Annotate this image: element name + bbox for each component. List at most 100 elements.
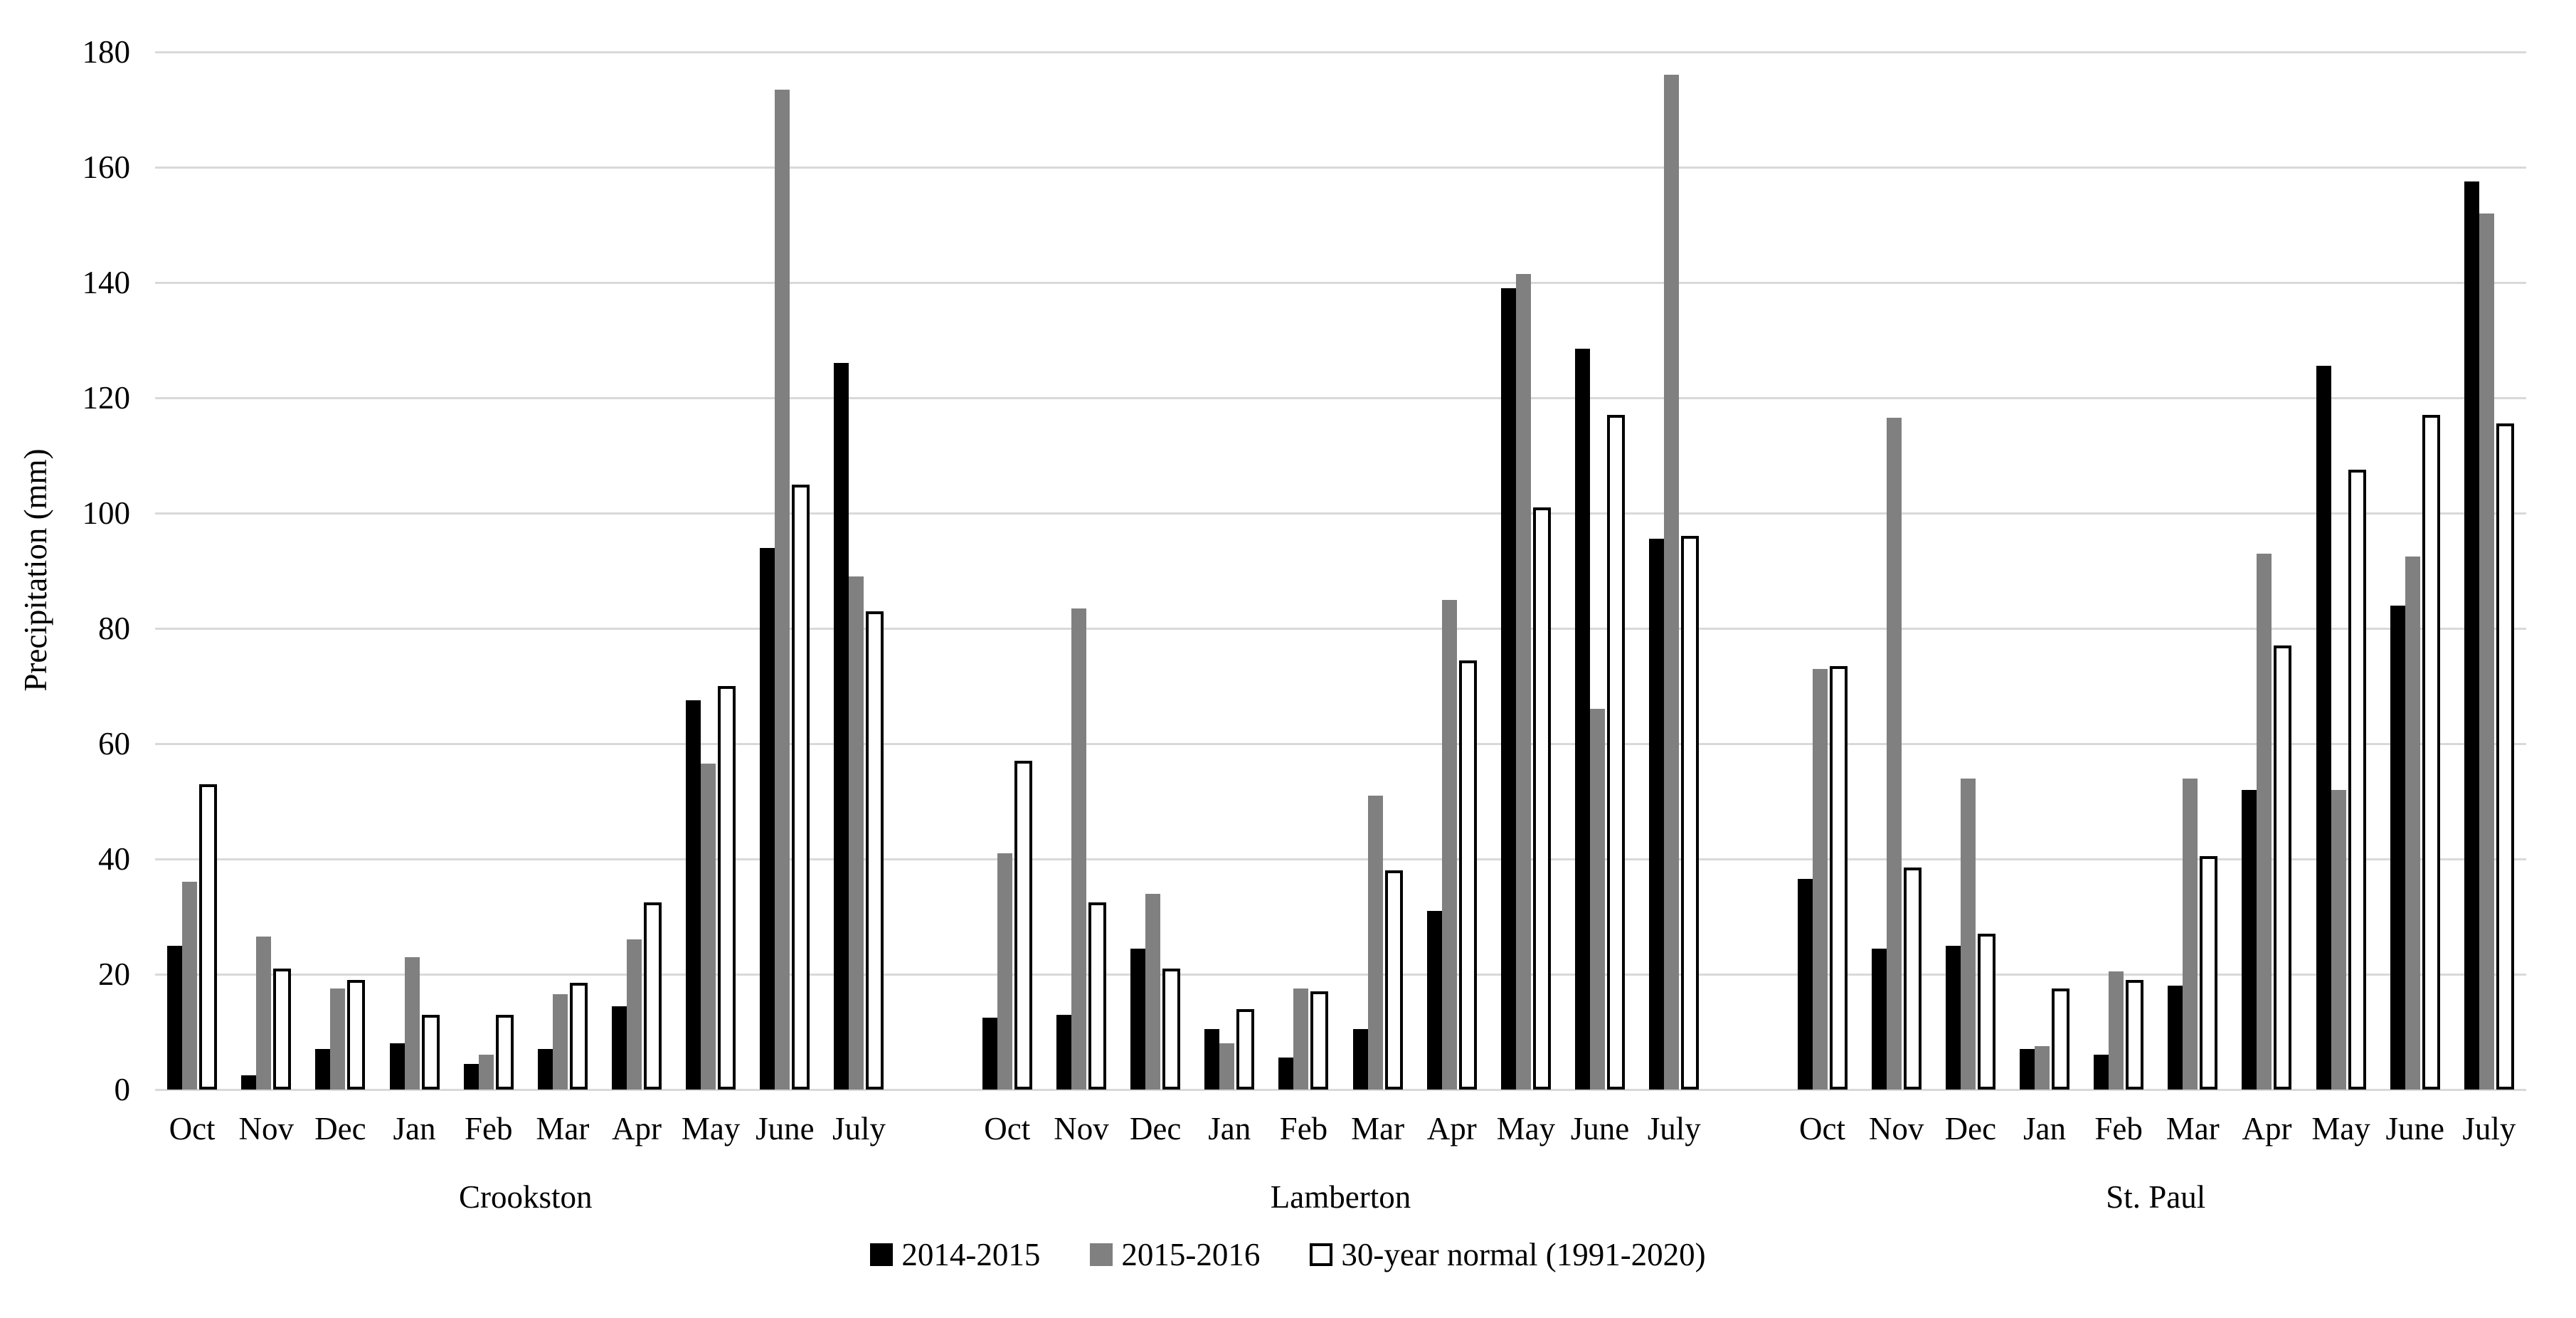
month-label-lamberton-dec: Dec — [1129, 1111, 1182, 1146]
y-tick-label-20: 20 — [98, 956, 130, 992]
y-tick-label-180: 180 — [82, 34, 131, 70]
bar-crookston-feb-2015-2016 — [478, 1055, 494, 1090]
legend-label-2014-2015: 2014-2015 — [901, 1237, 1041, 1272]
month-label-st-paul-nov: Nov — [1868, 1111, 1924, 1146]
bar-st-paul-oct-30-year-normal-1991-2020- — [1829, 665, 1848, 1090]
bar-st-paul-nov-2015-2016 — [1886, 418, 1902, 1090]
y-tick-label-120: 120 — [82, 380, 131, 416]
month-label-st-paul-may: May — [2311, 1111, 2370, 1146]
bar-crookston-may-2015-2016 — [701, 764, 716, 1090]
y-tick-label-80: 80 — [98, 611, 130, 646]
bar-st-paul-may-2015-2016 — [2331, 789, 2346, 1090]
bar-lamberton-june-2015-2016 — [1590, 709, 1606, 1090]
bar-lamberton-nov-30-year-normal-1991-2020- — [1088, 902, 1106, 1090]
bar-crookston-feb-2014-2015 — [463, 1063, 479, 1090]
bar-lamberton-jan-2015-2016 — [1219, 1043, 1235, 1090]
location-label-lamberton: Lamberton — [1270, 1179, 1411, 1215]
month-label-crookston-may: May — [681, 1111, 741, 1146]
gridline-40 — [155, 858, 2526, 860]
bar-crookston-oct-30-year-normal-1991-2020- — [199, 784, 218, 1090]
bar-lamberton-may-2014-2015 — [1500, 288, 1516, 1090]
bar-lamberton-mar-2014-2015 — [1352, 1028, 1368, 1090]
bar-crookston-oct-2015-2016 — [182, 882, 198, 1090]
bar-st-paul-feb-2014-2015 — [2094, 1055, 2109, 1090]
bar-crookston-dec-30-year-normal-1991-2020- — [347, 980, 366, 1090]
month-label-crookston-july: July — [832, 1111, 886, 1146]
month-label-st-paul-june: June — [2385, 1111, 2445, 1146]
bar-lamberton-july-2014-2015 — [1649, 539, 1665, 1090]
month-label-lamberton-may: May — [1496, 1111, 1556, 1146]
bar-st-paul-july-2015-2016 — [2479, 213, 2494, 1090]
bar-st-paul-june-2015-2016 — [2405, 556, 2420, 1090]
legend-swatch-30-year-normal — [1310, 1243, 1333, 1266]
bar-crookston-may-2014-2015 — [686, 700, 701, 1090]
bar-crookston-july-30-year-normal-1991-2020- — [866, 611, 884, 1090]
bar-crookston-apr-2014-2015 — [612, 1006, 627, 1090]
month-label-st-paul-july: July — [2462, 1111, 2516, 1146]
bar-lamberton-apr-2015-2016 — [1441, 599, 1457, 1090]
bar-lamberton-may-2015-2016 — [1515, 273, 1531, 1090]
bar-st-paul-feb-2015-2016 — [2109, 971, 2124, 1090]
bar-lamberton-july-2015-2016 — [1664, 75, 1680, 1090]
bar-st-paul-dec-2014-2015 — [1945, 945, 1961, 1090]
bar-crookston-jan-2015-2016 — [404, 956, 420, 1090]
month-label-lamberton-july: July — [1647, 1111, 1701, 1146]
bar-crookston-nov-30-year-normal-1991-2020- — [273, 968, 292, 1090]
bar-lamberton-june-30-year-normal-1991-2020- — [1607, 415, 1626, 1090]
bar-lamberton-july-30-year-normal-1991-2020- — [1681, 536, 1700, 1090]
legend-item-2015-2016: 2015-2016 — [1090, 1237, 1260, 1272]
month-label-st-paul-apr: Apr — [2242, 1111, 2292, 1146]
bar-crookston-june-30-year-normal-1991-2020- — [792, 484, 810, 1090]
bar-lamberton-apr-30-year-normal-1991-2020- — [1458, 660, 1477, 1090]
month-label-lamberton-feb: Feb — [1279, 1111, 1328, 1146]
plot-area — [155, 51, 2526, 1091]
month-label-crookston-nov: Nov — [238, 1111, 294, 1146]
y-tick-label-0: 0 — [114, 1072, 131, 1107]
bar-st-paul-feb-30-year-normal-1991-2020- — [2126, 980, 2144, 1090]
month-label-crookston-june: June — [756, 1111, 815, 1146]
month-label-st-paul-oct: Oct — [1799, 1111, 1845, 1146]
bar-crookston-june-2015-2016 — [775, 89, 790, 1090]
month-label-lamberton-jan: Jan — [1208, 1111, 1251, 1146]
y-tick-label-40: 40 — [98, 841, 130, 877]
bar-st-paul-dec-2015-2016 — [1960, 778, 1976, 1090]
bar-lamberton-dec-2014-2015 — [1130, 948, 1146, 1090]
gridline-0 — [155, 1088, 2526, 1091]
bar-st-paul-oct-2014-2015 — [1797, 879, 1813, 1090]
month-label-crookston-mar: Mar — [536, 1111, 590, 1146]
gridline-100 — [155, 512, 2526, 515]
y-tick-label-140: 140 — [82, 265, 131, 300]
y-tick-label-160: 160 — [82, 149, 131, 185]
month-label-crookston-dec: Dec — [314, 1111, 366, 1146]
bar-lamberton-jan-2014-2015 — [1204, 1028, 1220, 1090]
bar-st-paul-apr-2015-2016 — [2257, 553, 2272, 1090]
bar-crookston-mar-2014-2015 — [537, 1049, 553, 1090]
month-label-lamberton-june: June — [1570, 1111, 1630, 1146]
bar-crookston-nov-2015-2016 — [256, 937, 272, 1090]
month-label-st-paul-mar: Mar — [2166, 1111, 2220, 1146]
legend-item-30-year-normal: 30-year normal (1991-2020) — [1310, 1237, 1706, 1272]
bar-lamberton-mar-30-year-normal-1991-2020- — [1384, 870, 1403, 1090]
bar-crookston-oct-2014-2015 — [167, 945, 183, 1090]
legend-swatch-2014-2015 — [870, 1243, 894, 1266]
bar-st-paul-mar-30-year-normal-1991-2020- — [2200, 855, 2218, 1090]
y-tick-label-60: 60 — [98, 726, 130, 761]
bar-lamberton-may-30-year-normal-1991-2020- — [1532, 507, 1551, 1090]
bar-crookston-july-2015-2016 — [849, 576, 864, 1090]
month-label-lamberton-mar: Mar — [1351, 1111, 1405, 1146]
bar-crookston-apr-30-year-normal-1991-2020- — [644, 902, 662, 1090]
month-label-lamberton-oct: Oct — [984, 1111, 1031, 1146]
bar-crookston-nov-2014-2015 — [241, 1075, 257, 1090]
month-label-st-paul-jan: Jan — [2023, 1111, 2066, 1146]
legend: 2014-2015 2015-2016 30-year normal (1991… — [0, 1237, 2576, 1272]
month-label-crookston-jan: Jan — [393, 1111, 436, 1146]
gridline-140 — [155, 281, 2526, 284]
bar-st-paul-may-2014-2015 — [2316, 366, 2331, 1090]
bar-crookston-feb-30-year-normal-1991-2020- — [495, 1014, 514, 1090]
legend-swatch-2015-2016 — [1090, 1243, 1113, 1266]
bar-lamberton-mar-2015-2016 — [1367, 795, 1383, 1090]
bar-st-paul-nov-2014-2015 — [1871, 948, 1887, 1090]
gridline-20 — [155, 973, 2526, 976]
bar-st-paul-jan-30-year-normal-1991-2020- — [2051, 988, 2069, 1090]
